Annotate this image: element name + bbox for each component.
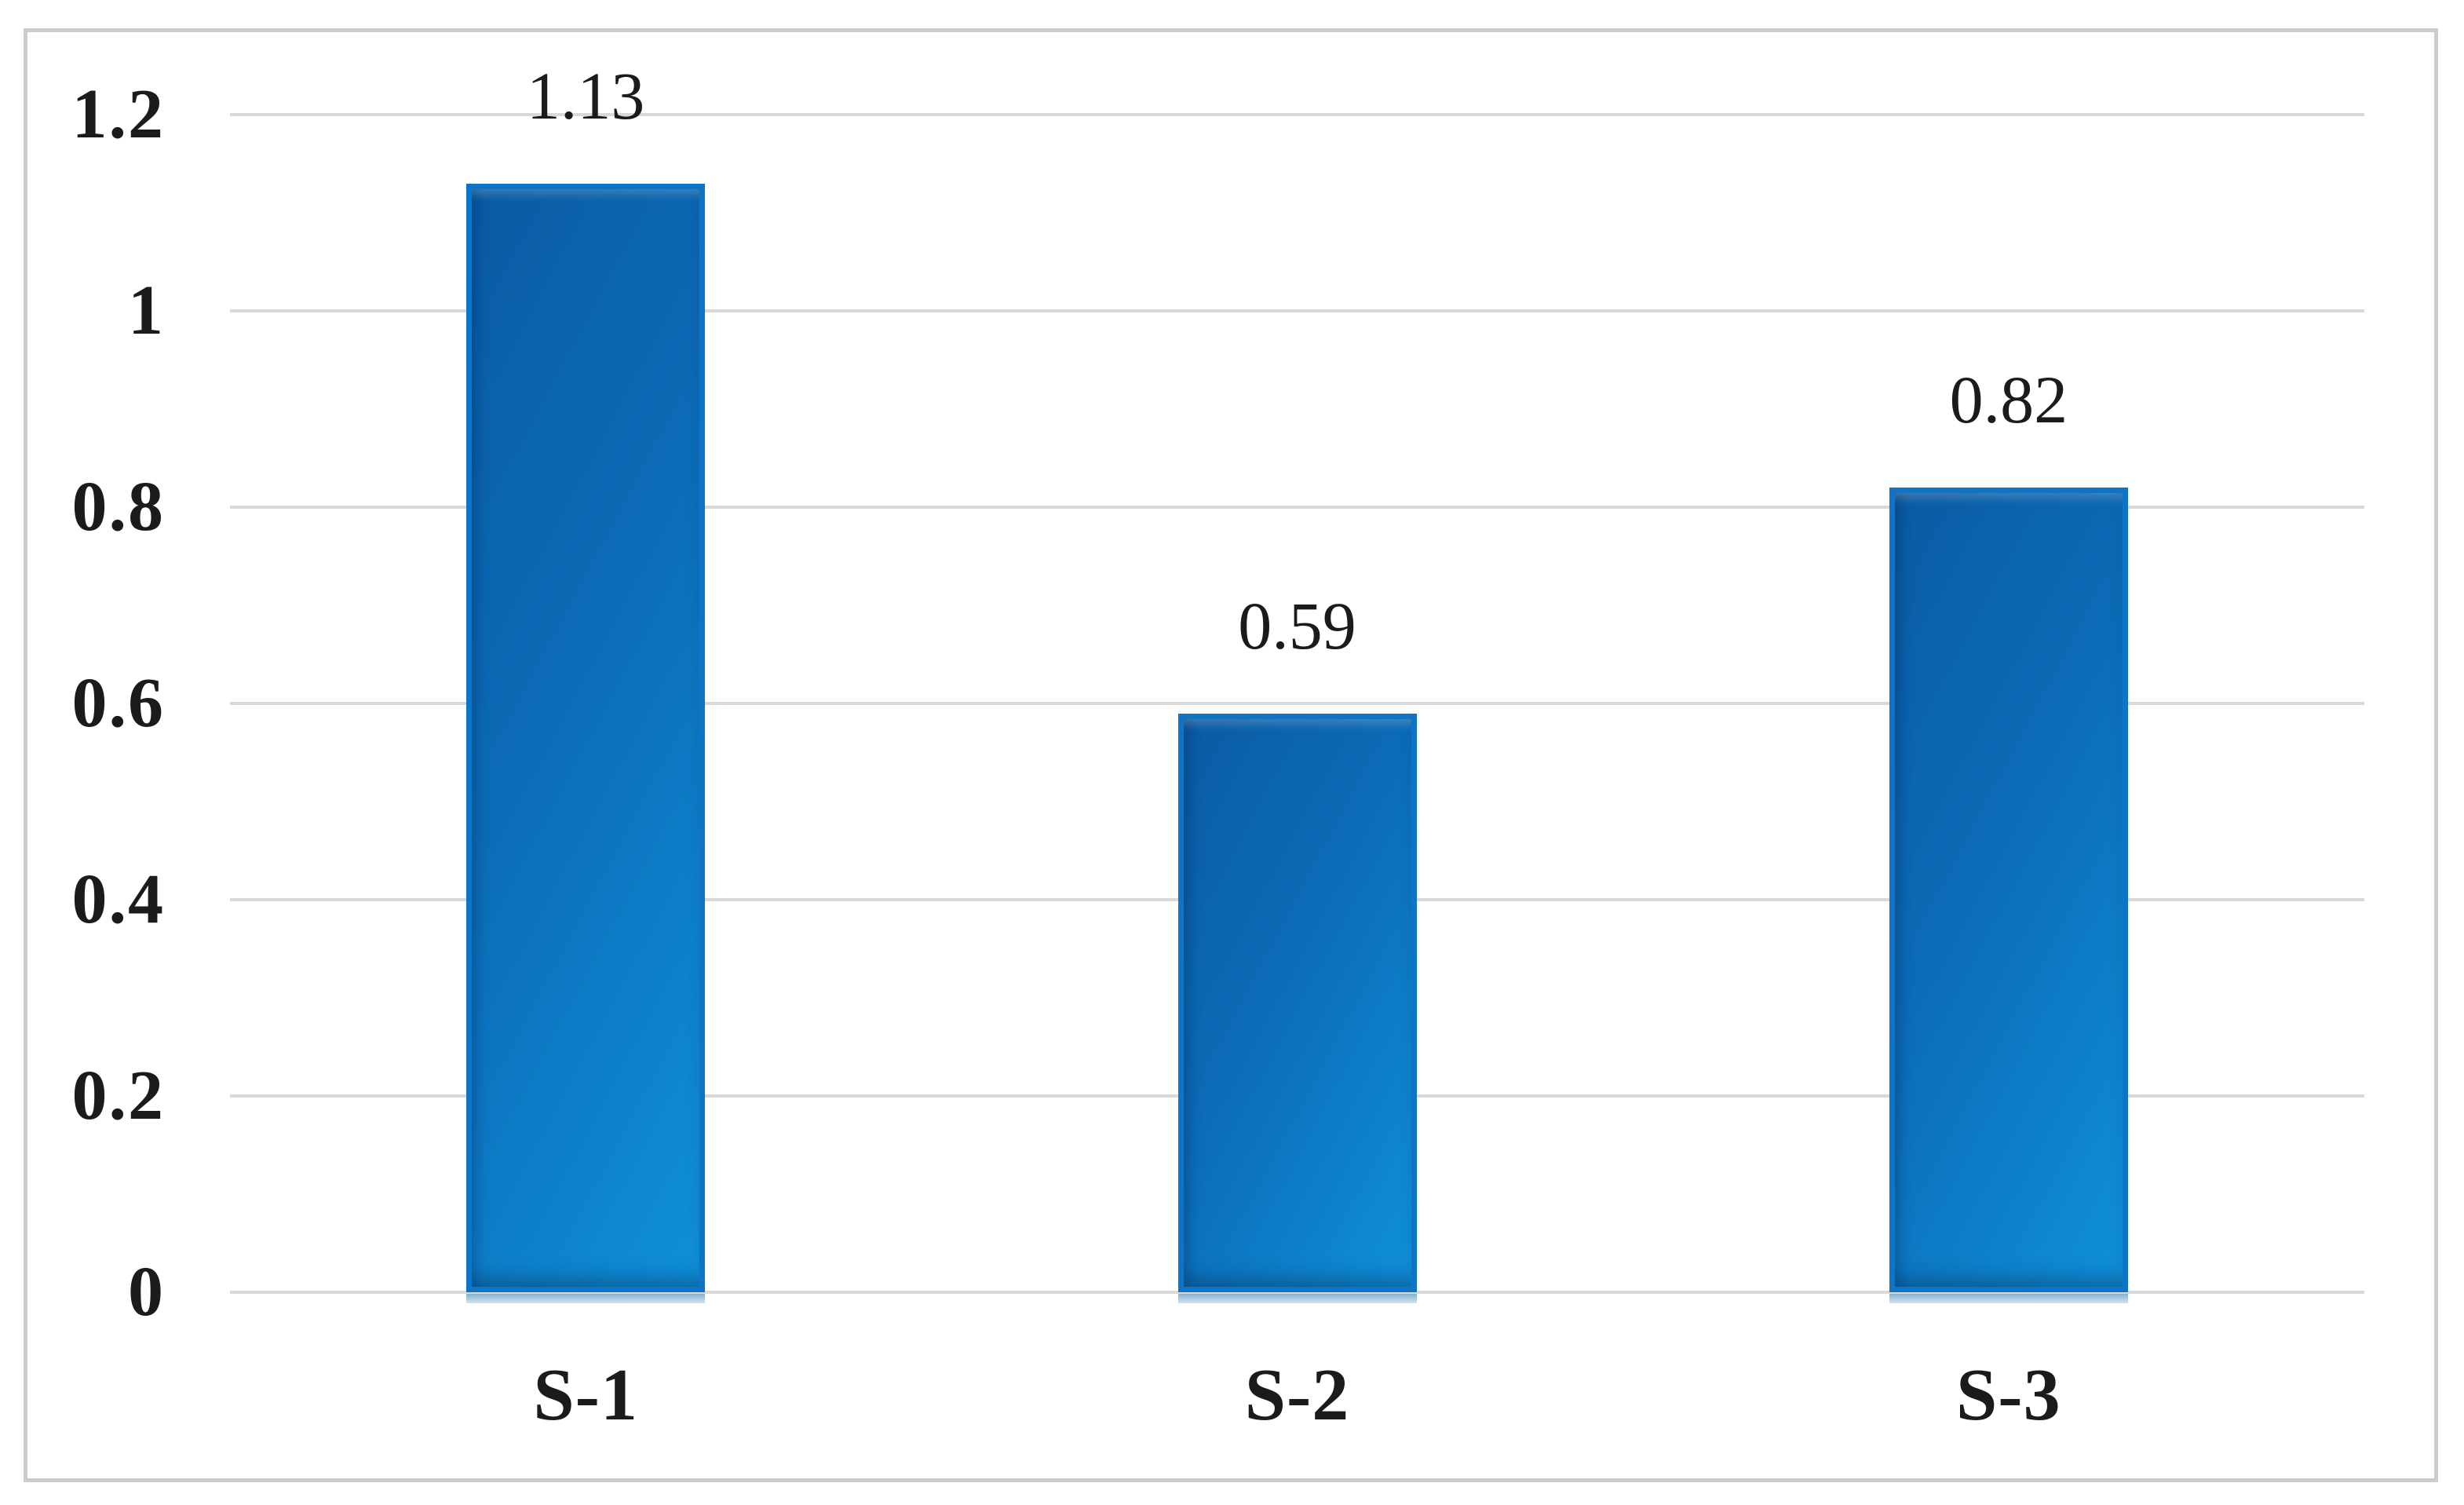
y-gridline <box>230 113 2364 116</box>
bar <box>1889 488 2128 1292</box>
bar-value-label: 0.82 <box>1949 362 2068 437</box>
y-gridline <box>230 506 2364 509</box>
y-axis-tick-label: 0 <box>128 1253 165 1331</box>
y-axis-tick-label: 0.2 <box>71 1057 165 1134</box>
bar-value-label: 0.59 <box>1238 587 1356 663</box>
y-axis-tick-label: 1 <box>128 272 165 349</box>
x-axis-category-label: S-3 <box>1956 1354 2061 1436</box>
bar-base-reflection <box>466 1294 706 1303</box>
y-gridline <box>230 702 2364 705</box>
y-axis-tick-label: 0.8 <box>71 468 165 546</box>
y-axis-tick-label: 1.2 <box>71 75 165 153</box>
bar <box>466 183 706 1292</box>
x-axis-category-label: S-2 <box>1244 1354 1350 1436</box>
bar-base-reflection <box>1889 1294 2128 1303</box>
y-gridline <box>230 1291 2364 1294</box>
y-axis-tick-label: 0.6 <box>71 664 165 742</box>
x-axis-category-label: S-1 <box>533 1354 638 1436</box>
y-gridline <box>230 309 2364 312</box>
bar <box>1177 713 1417 1292</box>
y-axis-tick-label: 0.4 <box>71 860 165 938</box>
bar-value-label: 1.13 <box>526 57 645 133</box>
bar-base-reflection <box>1177 1294 1417 1303</box>
